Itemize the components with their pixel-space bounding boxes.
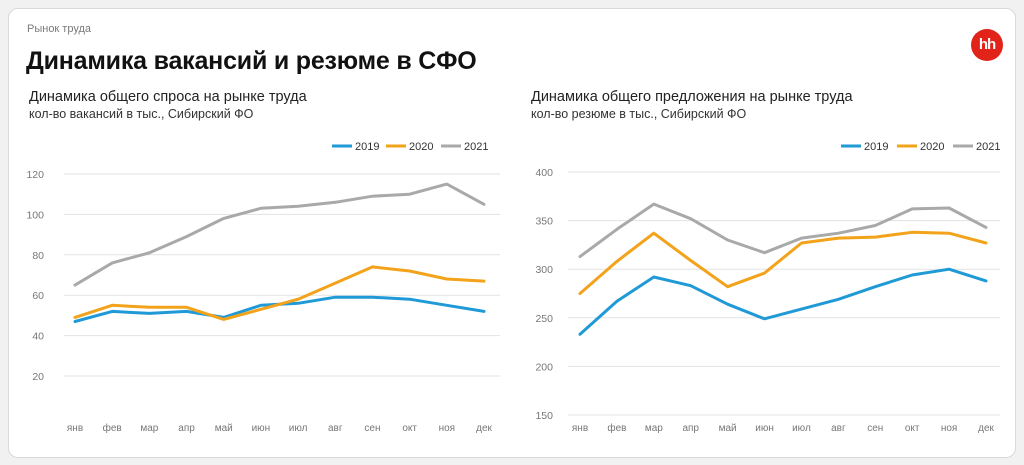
x-tick-label: ноя	[439, 423, 456, 434]
series-line-2019	[73, 295, 486, 323]
x-tick-label: окт	[905, 423, 920, 434]
series-line-2020	[578, 230, 988, 295]
x-tick-label: янв	[572, 423, 588, 434]
x-tick-label: июн	[252, 423, 271, 434]
legend-label: 2020	[920, 141, 944, 153]
y-tick-label: 40	[32, 331, 44, 343]
page-title: Динамика вакансий и резюме в СФО	[26, 47, 477, 75]
legend-label: 2019	[355, 141, 379, 153]
x-tick-label: авг	[831, 423, 846, 434]
chart-2-title: Динамика общего предложения на рынке тру…	[531, 89, 853, 105]
y-tick-label: 60	[32, 290, 44, 302]
x-tick-label: апр	[682, 423, 699, 434]
y-tick-label: 150	[535, 410, 553, 422]
x-tick-label: май	[719, 423, 737, 434]
y-tick-label: 400	[535, 167, 553, 179]
x-tick-label: июл	[289, 423, 308, 434]
y-tick-label: 200	[535, 361, 553, 373]
series-line-2021	[578, 202, 988, 259]
x-tick-label: сен	[867, 423, 883, 434]
chart-1-subtitle: кол-во вакансий в тыс., Сибирский ФО	[29, 107, 254, 121]
y-tick-label: 250	[535, 313, 553, 325]
x-tick-label: дек	[978, 423, 994, 434]
y-tick-label: 300	[535, 264, 553, 276]
x-tick-label: фев	[607, 422, 626, 434]
y-tick-label: 120	[26, 169, 44, 181]
x-tick-label: мар	[645, 423, 663, 434]
x-tick-label: сен	[364, 423, 380, 434]
x-tick-label: апр	[178, 423, 195, 434]
y-tick-label: 350	[535, 216, 553, 228]
x-tick-label: дек	[476, 423, 492, 434]
hh-logo-icon: hh	[971, 29, 1003, 61]
legend-label: 2019	[864, 141, 888, 153]
x-tick-label: ноя	[941, 423, 958, 434]
x-tick-label: фев	[103, 422, 122, 434]
chart-1-title: Динамика общего спроса на рынке труда	[29, 89, 307, 105]
legend-label: 2021	[976, 141, 1000, 153]
legend-label: 2021	[464, 141, 488, 153]
y-tick-label: 100	[26, 209, 44, 221]
x-tick-label: янв	[67, 423, 83, 434]
chart-2-subtitle: кол-во резюме в тыс., Сибирский ФО	[531, 107, 747, 121]
x-tick-label: май	[215, 423, 233, 434]
x-tick-label: мар	[140, 423, 158, 434]
y-tick-label: 20	[32, 371, 44, 383]
x-tick-label: июн	[755, 423, 774, 434]
series-line-2021	[73, 182, 486, 287]
x-tick-label: окт	[402, 423, 417, 434]
y-tick-label: 80	[32, 250, 44, 262]
x-tick-label: июл	[792, 423, 811, 434]
legend-label: 2020	[409, 141, 433, 153]
chart-1-group: 20 40 60 80 100 120 янв фев мар апр май июн июл авг се…	[26, 141, 500, 434]
section-label: Рынок труда	[27, 23, 92, 35]
chart-2-group: 150 200 250 300 350 400 янв фев мар апр май июн июл а…	[535, 141, 1000, 434]
series-line-2020	[73, 265, 486, 321]
series-line-2019	[578, 267, 988, 336]
x-tick-label: авг	[328, 423, 343, 434]
card: Рынок труда Динамика вакансий и резюме в…	[8, 8, 1016, 458]
